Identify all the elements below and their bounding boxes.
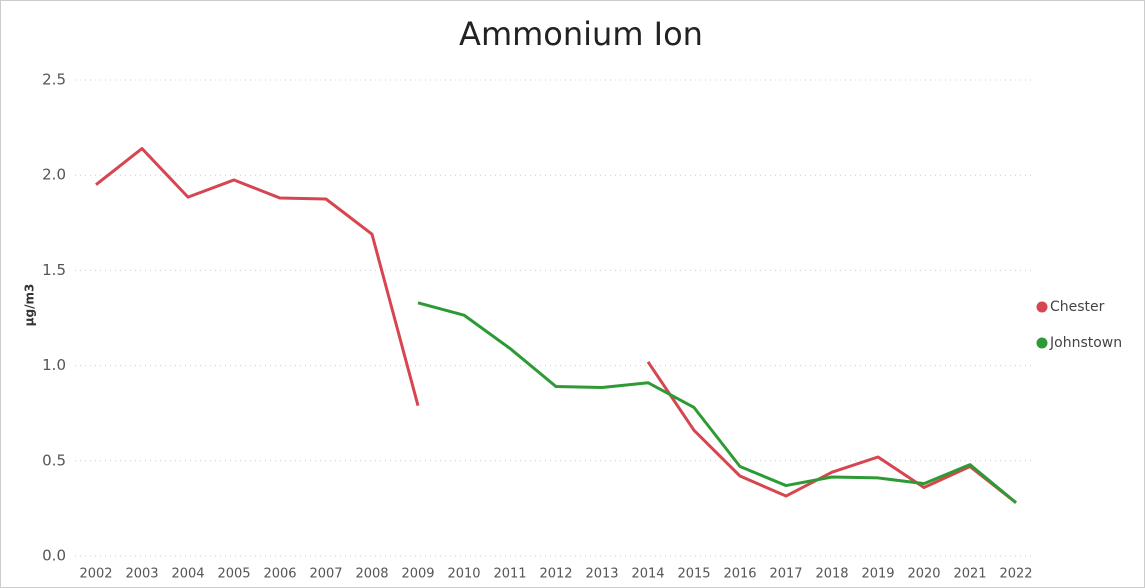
x-tick-label: 2013 (585, 567, 618, 582)
x-tick-label: 2007 (309, 567, 342, 582)
x-tick-label: 2010 (447, 567, 480, 582)
x-tick-label: 2014 (631, 567, 664, 582)
y-tick-label: 1.0 (42, 356, 66, 374)
x-tick-label: 2016 (723, 567, 756, 582)
legend-marker (1036, 301, 1048, 313)
legend-marker (1036, 337, 1048, 349)
x-tick-label: 2019 (861, 567, 894, 582)
x-tick-label: 2021 (953, 567, 986, 582)
y-tick-label: 2.0 (42, 166, 66, 184)
x-tick-label: 2022 (999, 567, 1032, 582)
y-tick-label: 2.5 (42, 71, 66, 89)
x-tick-label: 2005 (217, 567, 250, 582)
x-tick-label: 2020 (907, 567, 940, 582)
x-tick-label: 2018 (815, 567, 848, 582)
x-tick-label: 2003 (125, 567, 158, 582)
legend-label: Chester (1050, 299, 1105, 315)
x-tick-label: 2004 (171, 567, 204, 582)
x-tick-label: 2002 (79, 567, 112, 582)
y-tick-label: 0.5 (42, 451, 66, 469)
series-line (95, 147, 1017, 504)
x-tick-label: 2011 (493, 567, 526, 582)
x-tick-label: 2015 (677, 567, 710, 582)
chart-title: Ammonium Ion (459, 15, 703, 53)
series-line (417, 301, 1017, 504)
x-tick-label: 2017 (769, 567, 802, 582)
legend-label: Johnstown (1049, 335, 1122, 351)
y-axis-label: µg/m3 (23, 284, 37, 327)
y-tick-label: 1.5 (42, 261, 66, 279)
x-tick-label: 2012 (539, 567, 572, 582)
y-tick-label: 0.0 (42, 547, 66, 565)
x-tick-label: 2006 (263, 567, 296, 582)
x-tick-label: 2008 (355, 567, 388, 582)
x-tick-label: 2009 (401, 567, 434, 582)
